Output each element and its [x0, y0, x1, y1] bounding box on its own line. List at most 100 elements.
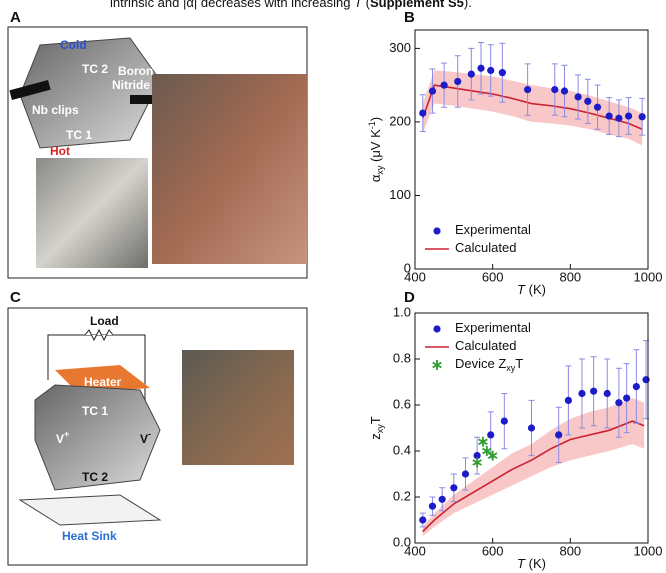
marker: [615, 115, 622, 122]
legend-label: Device ZxyT: [455, 356, 523, 373]
v-minus: V: [140, 432, 148, 446]
y-tick-label: 1.0: [393, 304, 411, 319]
marker: [468, 71, 475, 78]
y-label-part: -1: [367, 121, 377, 129]
marker: [555, 431, 562, 438]
marker: [524, 86, 531, 93]
marker: [565, 397, 572, 404]
marker: [604, 390, 611, 397]
diagram-text: Nb clips: [32, 103, 79, 117]
diagram-text: TC 2: [82, 470, 108, 484]
y-tick-label: 200: [389, 113, 411, 128]
diagram-text: TC 1: [82, 404, 108, 418]
marker: [439, 496, 446, 503]
y-axis-label: zxyT: [368, 416, 385, 440]
panel-label: B: [404, 9, 415, 26]
y-tick-label: 0.0: [393, 534, 411, 549]
marker: [639, 113, 646, 120]
y-tick-label: 0.8: [393, 350, 411, 365]
header-ref: Supplement S5: [370, 0, 464, 10]
marker: [584, 98, 591, 105]
legend-label: Calculated: [455, 338, 516, 353]
heat-sink: [20, 495, 160, 525]
marker: [578, 390, 585, 397]
x-tick-label: 600: [482, 269, 504, 284]
marker: [528, 424, 535, 431]
v-plus-sup: +: [64, 429, 69, 439]
photo: [182, 350, 294, 465]
v-minus-sup: -: [148, 429, 151, 439]
figure: intrinsic and |α| decreases with increas…: [0, 0, 666, 573]
legend-name: Experimental: [455, 320, 531, 335]
marker: [551, 86, 558, 93]
legend-name-end: T: [515, 356, 523, 371]
marker: [441, 82, 448, 89]
legend-label: Experimental: [455, 320, 531, 335]
diagram-text: Heater: [84, 375, 122, 389]
photo: [152, 74, 307, 264]
marker: [642, 376, 649, 383]
marker: [419, 516, 426, 523]
plot-frame: [415, 30, 648, 269]
x-tick-label: 1000: [634, 543, 663, 558]
y-tick-label: 0.6: [393, 396, 411, 411]
marker: [625, 112, 632, 119]
marker: [590, 388, 597, 395]
photo: [36, 158, 148, 268]
marker: [429, 87, 436, 94]
marker: [454, 78, 461, 85]
panel-label: D: [404, 289, 415, 306]
legend-name: Calculated: [455, 240, 516, 255]
header-main: intrinsic and |α| decreases with increas…: [110, 0, 354, 10]
marker: [462, 470, 469, 477]
x-axis-label: T (K): [517, 556, 546, 571]
x-label-unit: (K): [525, 556, 546, 571]
legend-label: Experimental: [455, 222, 531, 237]
diagram-text: TC 2: [82, 62, 108, 76]
marker: [561, 87, 568, 94]
diagram-text: Boron: [118, 64, 153, 78]
legend-name: Device Z: [455, 356, 506, 371]
v-plus: V: [56, 432, 64, 446]
legend-marker: [433, 325, 440, 332]
marker: [499, 69, 506, 76]
y-label-part: (μV K: [368, 129, 383, 166]
y-axis-label: αxy (μV K-1): [367, 117, 385, 182]
panel-label: A: [10, 9, 21, 26]
uncertainty-band: [423, 398, 644, 536]
diagram-text: Nitride: [112, 78, 150, 92]
y-tick-label: 300: [389, 40, 411, 55]
star-marker: [473, 458, 482, 468]
x-axis-label: T (K): [517, 282, 546, 297]
header-close: ).: [464, 0, 472, 10]
diagram-text: TC 1: [66, 128, 92, 142]
marker: [623, 395, 630, 402]
diagram-text: Hot: [50, 144, 70, 158]
legend-marker: [433, 360, 442, 370]
y-label-part: ): [368, 117, 383, 121]
x-tick-label: 800: [559, 269, 581, 284]
marker: [594, 104, 601, 111]
marker: [501, 418, 508, 425]
marker: [477, 65, 484, 72]
y-tick-label: 100: [389, 187, 411, 202]
diagram-text: Heat Sink: [62, 529, 117, 543]
x-label-unit: (K): [525, 282, 546, 297]
marker: [606, 112, 613, 119]
y-tick-label: 0: [404, 260, 411, 275]
legend-name: Experimental: [455, 222, 531, 237]
diagram-text: Load: [90, 314, 119, 328]
y-tick-label: 0.2: [393, 488, 411, 503]
marker: [487, 67, 494, 74]
marker: [487, 431, 494, 438]
marker: [419, 109, 426, 116]
marker: [615, 399, 622, 406]
legend-label: Calculated: [455, 240, 516, 255]
y-label-part: T: [368, 416, 383, 424]
marker: [450, 484, 457, 491]
marker: [575, 93, 582, 100]
x-tick-label: 1000: [634, 269, 663, 284]
diagram-text: Cold: [60, 38, 87, 52]
x-tick-label: 600: [482, 543, 504, 558]
panel-label: C: [10, 289, 21, 306]
